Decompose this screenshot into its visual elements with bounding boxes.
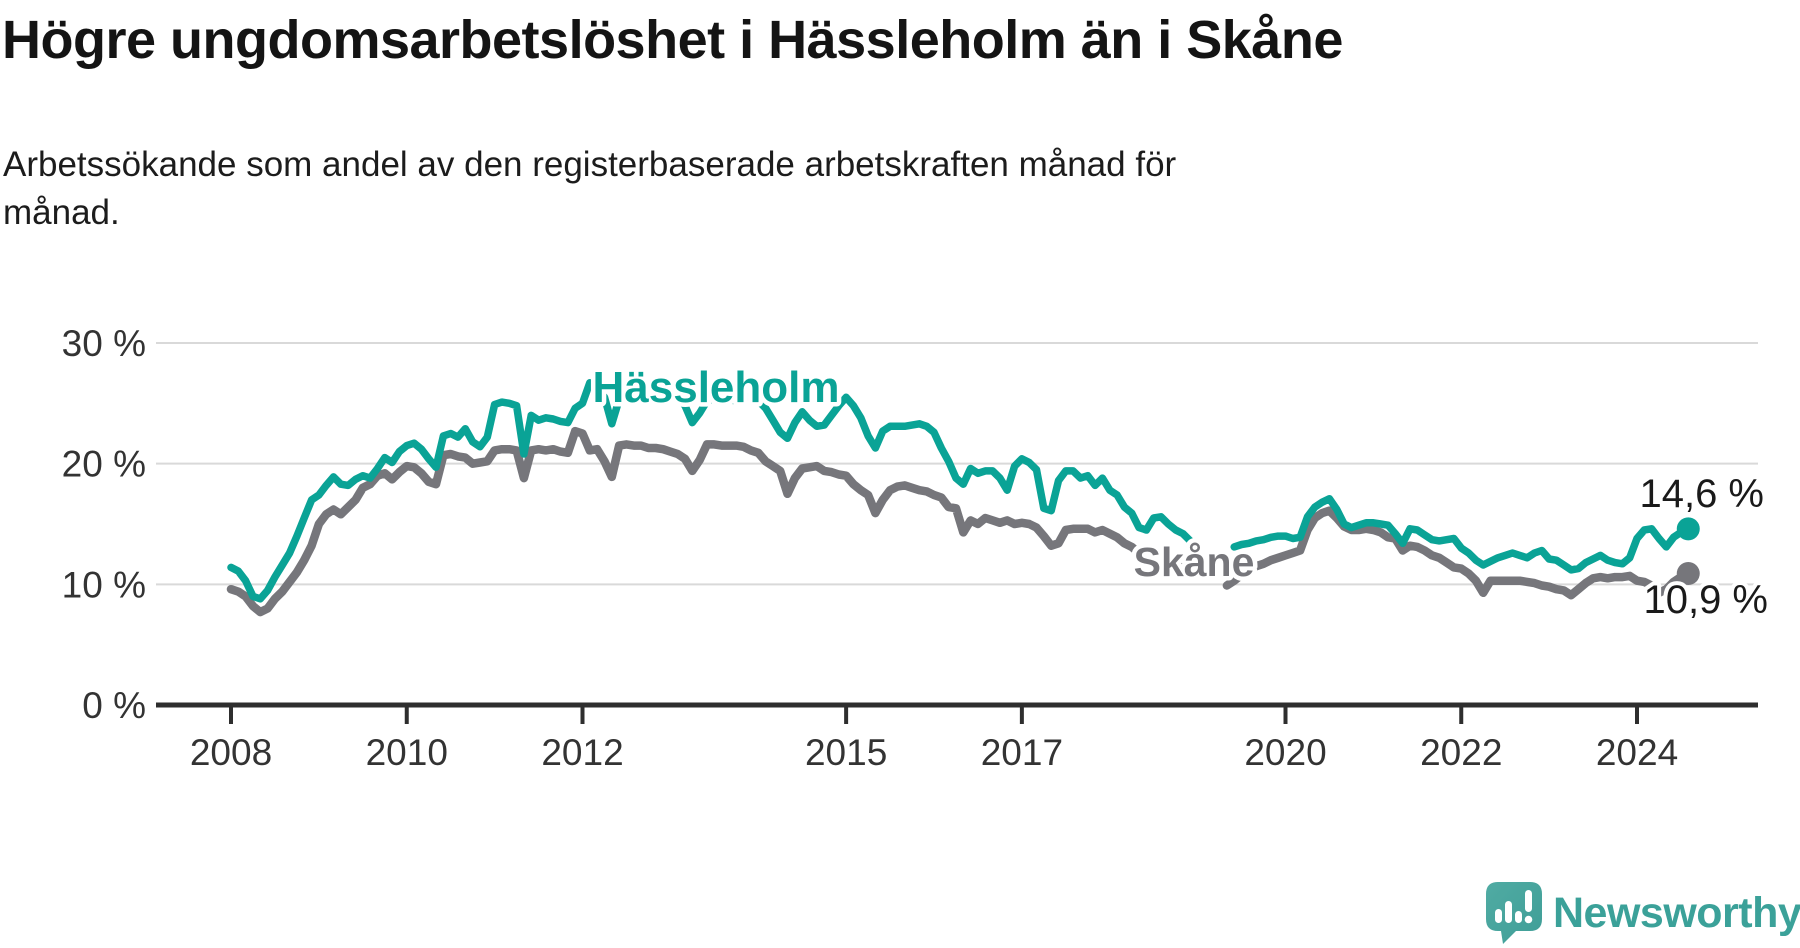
x-axis-label-2008: 2008	[190, 732, 272, 773]
logo-wordmark: Newsworthy	[1553, 889, 1800, 937]
end-dot-skåne	[1676, 561, 1700, 585]
subtitle-line-2: månad.	[3, 193, 120, 232]
x-axis-label-2015: 2015	[805, 732, 887, 773]
subtitle-line-1: Arbetssökande som andel av den registerb…	[3, 145, 1177, 184]
exclamation-dot-icon	[1524, 915, 1533, 924]
bar-small-icon	[1495, 909, 1502, 923]
page-title: Högre ungdomsarbetslöshet i Hässleholm ä…	[2, 10, 1343, 70]
series-line-skåne	[226, 426, 1693, 617]
x-axis-label-2020: 2020	[1244, 732, 1326, 773]
x-axis-label-2012: 2012	[541, 732, 623, 773]
x-axis-label-2010: 2010	[366, 732, 448, 773]
x-axis-label-2022: 2022	[1420, 732, 1502, 773]
speech-bubble-shape	[1486, 882, 1542, 944]
page-subtitle: Arbetssökande som andel av den registerb…	[3, 141, 1503, 237]
newsworthy-logo: Newsworthy	[1486, 882, 1800, 945]
series-label-hässleholm: Hässleholm	[593, 363, 840, 412]
y-axis-label-20: 20 %	[62, 444, 146, 485]
bar-medium-icon	[1515, 911, 1522, 923]
y-axis-label-30: 30 %	[62, 323, 146, 364]
exclamation-bar-icon	[1525, 890, 1532, 912]
bar-tall-icon	[1505, 901, 1512, 923]
x-axis-label-2024: 2024	[1596, 732, 1678, 773]
series-label-skåne: Skåne	[1134, 539, 1255, 585]
end-value-label-hässleholm: 14,6 %	[1639, 472, 1764, 516]
speech-bubble-bar-chart-icon	[1486, 882, 1542, 944]
y-axis-label-0: 0 %	[82, 685, 146, 726]
x-axis-label-2017: 2017	[981, 732, 1063, 773]
end-value-label-skåne: 10,9 %	[1643, 578, 1768, 622]
series-line-hässleholm	[227, 379, 1693, 603]
end-dot-hässleholm	[1676, 517, 1700, 541]
y-axis-label-10: 10 %	[62, 564, 146, 605]
